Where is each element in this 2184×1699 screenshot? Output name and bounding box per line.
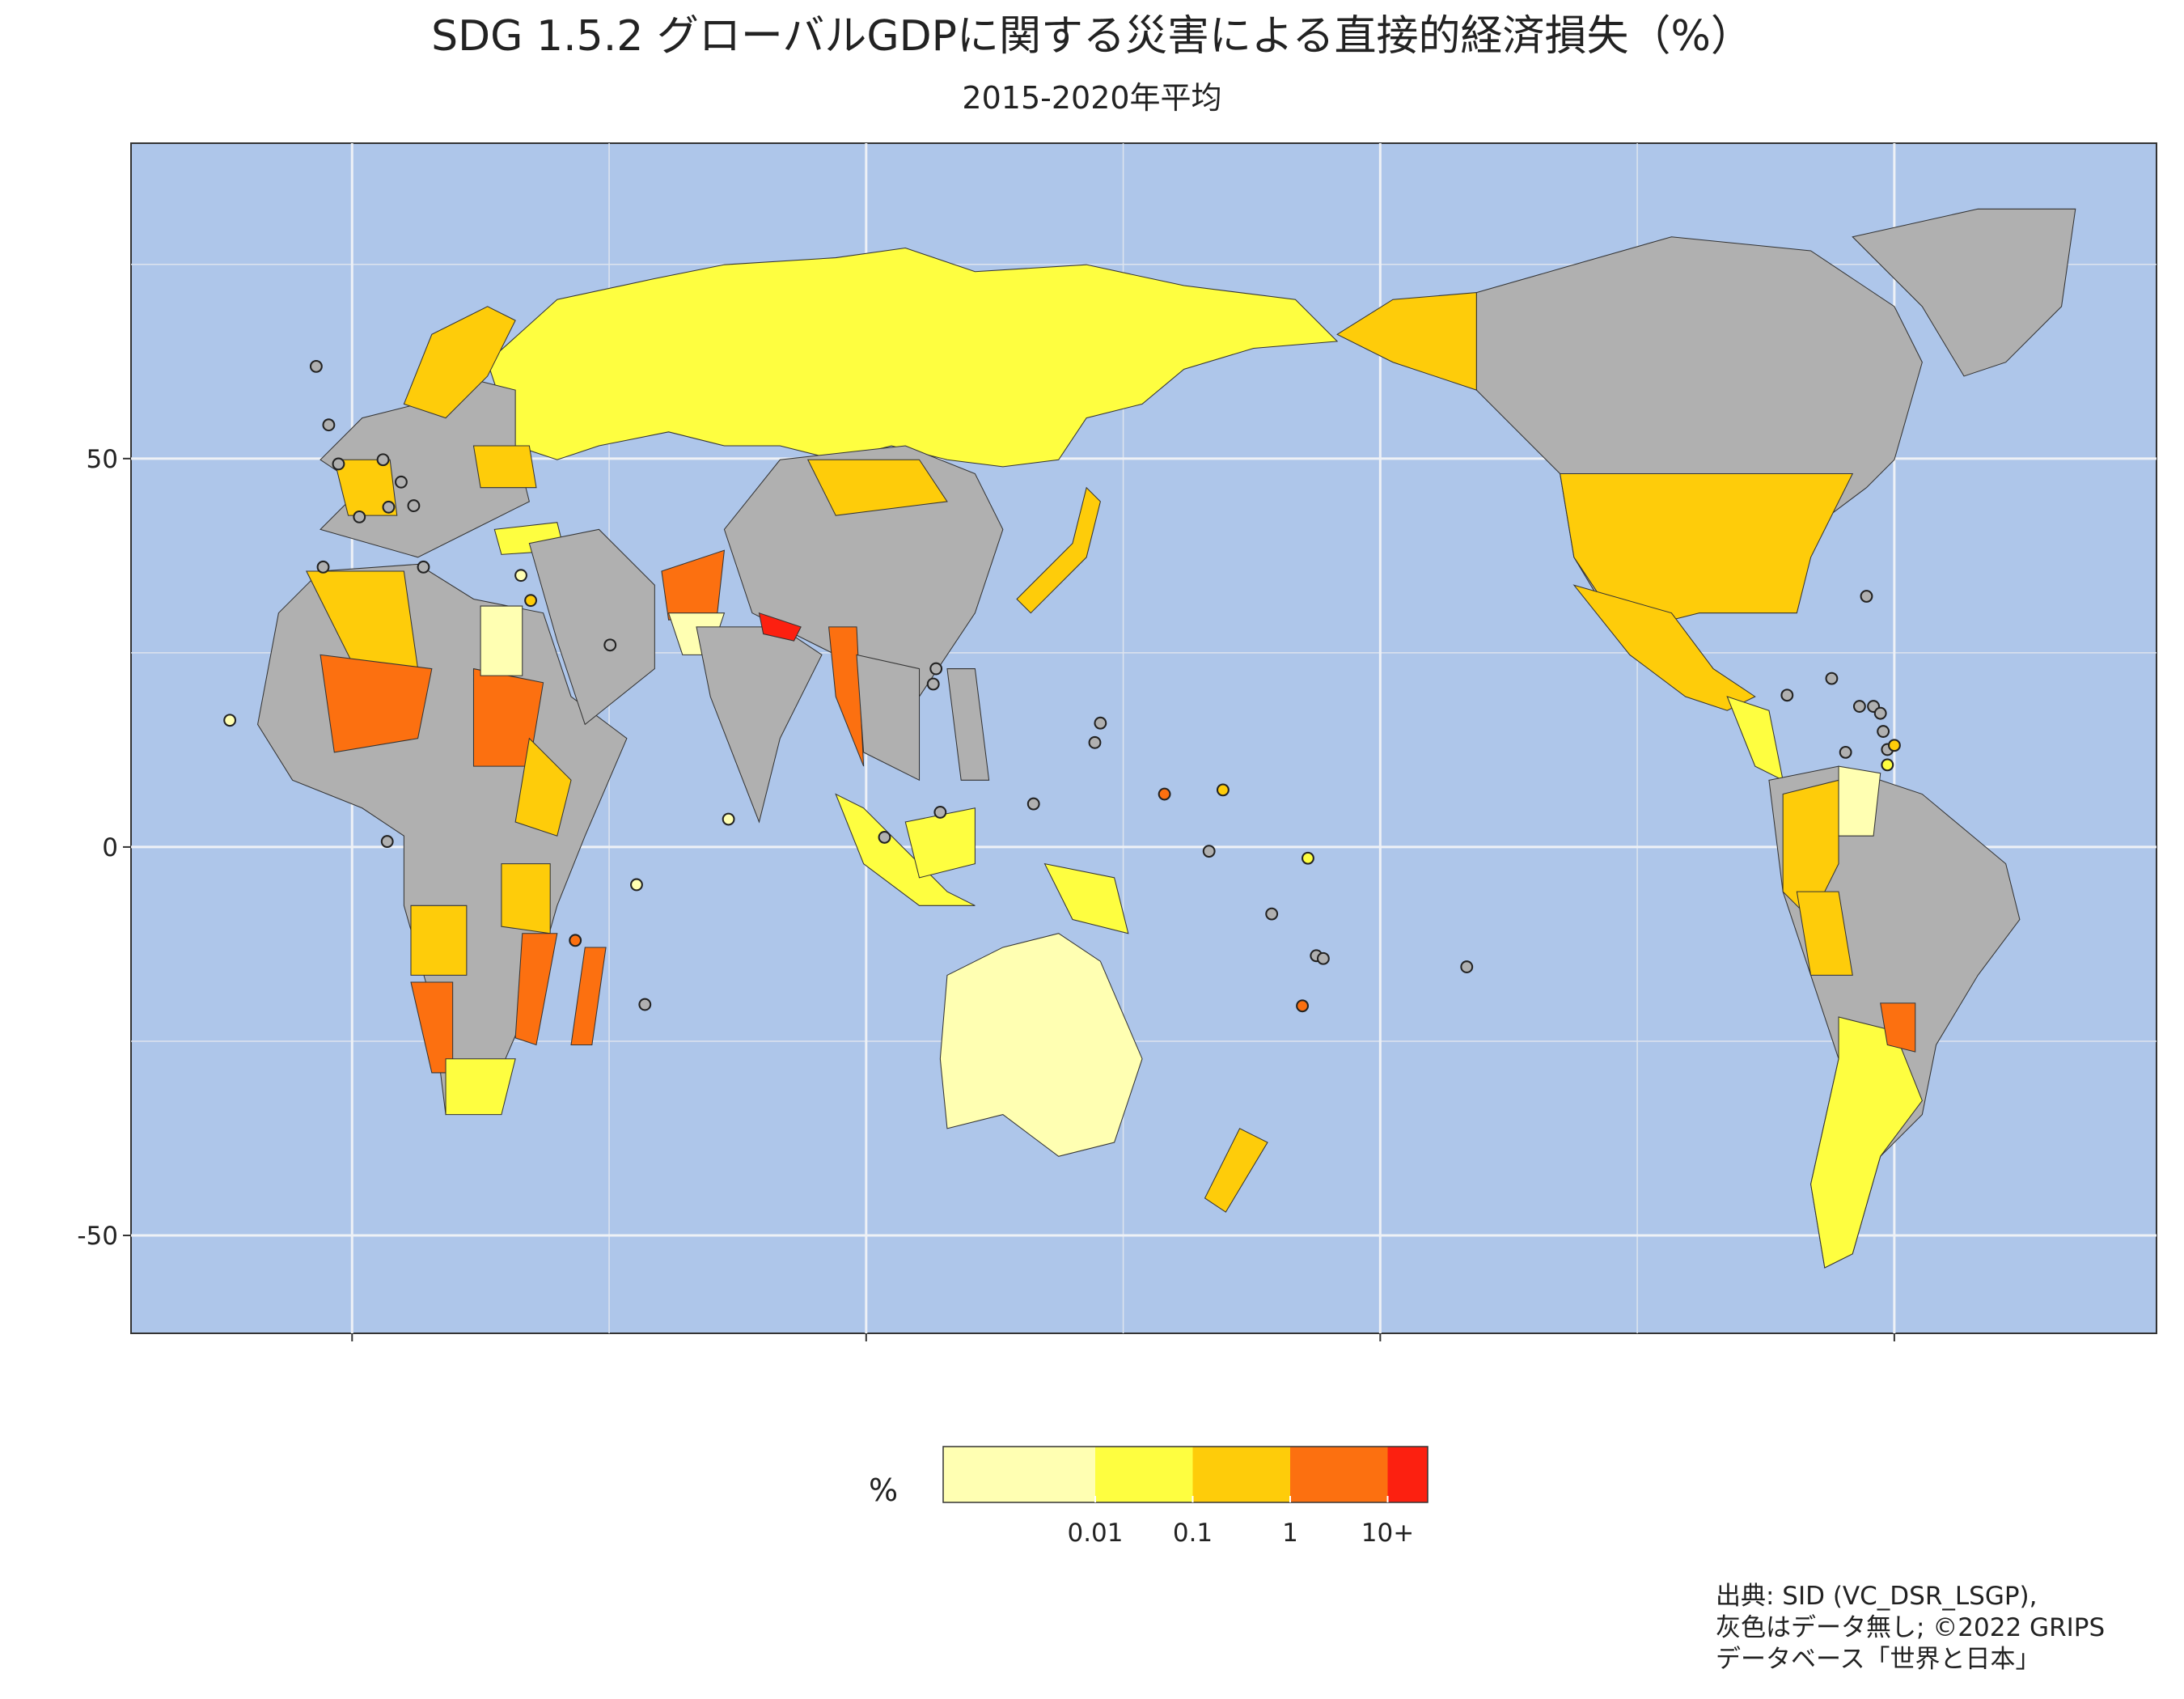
axes: 50 0 -50	[77, 445, 1895, 1341]
legend-swatch	[1290, 1447, 1388, 1502]
y-tick-label: 50	[87, 445, 118, 474]
legend-swatch	[1095, 1447, 1193, 1502]
legend-swatch	[1192, 1447, 1290, 1502]
legend-swatch	[1387, 1447, 1428, 1502]
legend-frame	[942, 1446, 1428, 1503]
legend-tick-label: 1	[1282, 1519, 1298, 1548]
source-note: 出典: SID (VC_DSR_LSGP), 灰色はデータ無し; ©2022 G…	[1716, 1582, 2105, 1674]
title: SDG 1.5.2 グローバルGDPに関する災害による直接的経済損失（%）	[431, 12, 1753, 61]
source-line: データベース「世界と日本」	[1716, 1645, 2040, 1674]
y-tick-label: -50	[77, 1222, 118, 1251]
legend-tick-label: 10+	[1361, 1519, 1414, 1548]
source-line: 出典: SID (VC_DSR_LSGP),	[1716, 1582, 2038, 1611]
legend-tick-label: 0.1	[1173, 1519, 1213, 1548]
land	[223, 208, 2076, 1269]
legend-swatch	[943, 1447, 1095, 1502]
y-tick-label: 0	[102, 833, 118, 862]
subtitle: 2015-2020年平均	[962, 80, 1221, 116]
legend-tick-label: 0.01	[1067, 1519, 1123, 1548]
legend: 0.01 0.1 1 10+	[942, 1446, 1428, 1548]
source-line: 灰色はデータ無し; ©2022 GRIPS	[1716, 1613, 2105, 1642]
legend-title: %	[869, 1472, 898, 1508]
